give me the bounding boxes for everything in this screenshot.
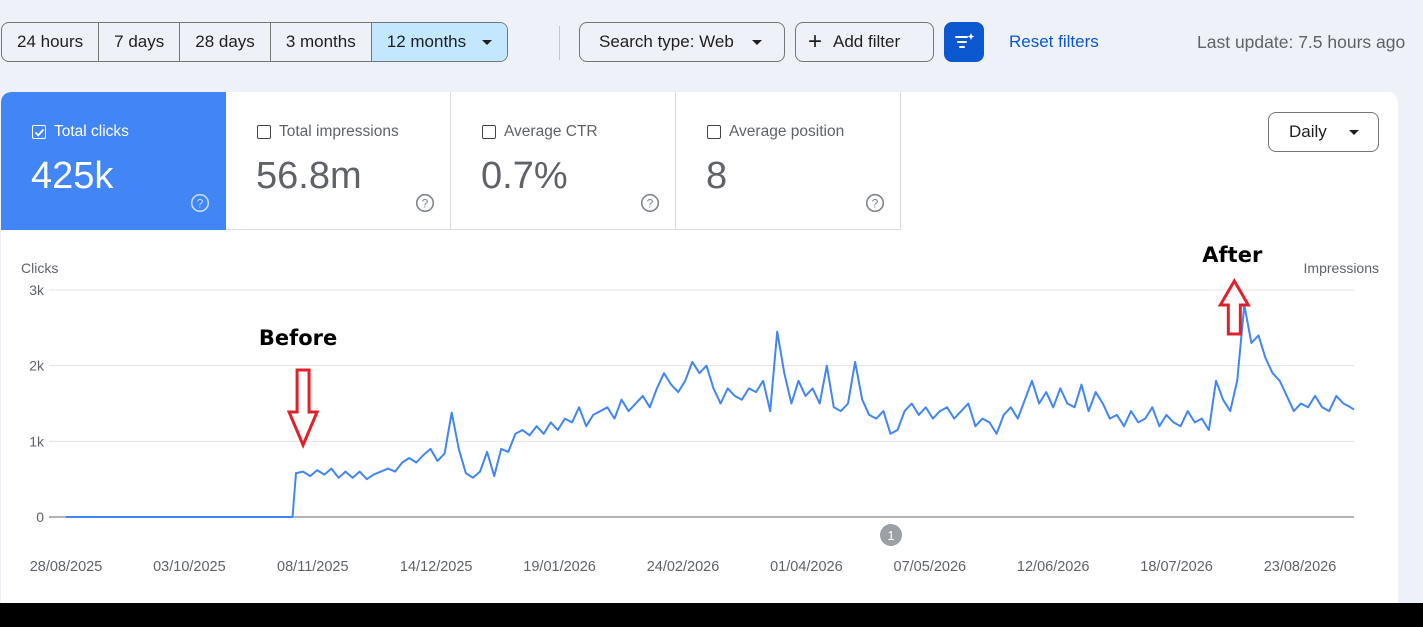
performance-card: Total clicks 425k ? Total impressions 56…: [1, 92, 1398, 603]
caret-down-icon: [482, 39, 493, 45]
range-12-months[interactable]: 12 months: [371, 23, 508, 61]
add-filter-button[interactable]: + Add filter: [795, 22, 934, 62]
metric-label-row: Average CTR: [482, 123, 598, 141]
filter-toolbar: 24 hours 7 days 28 days 3 months 12 mont…: [0, 22, 1423, 62]
date-range-selector: 24 hours 7 days 28 days 3 months 12 mont…: [1, 22, 509, 62]
svg-text:?: ?: [422, 197, 429, 211]
y-tick-label: 2k: [29, 358, 45, 374]
metric-value: 0.7%: [481, 155, 568, 197]
reset-filters-link[interactable]: Reset filters: [1009, 32, 1099, 51]
svg-text:?: ?: [647, 197, 654, 211]
last-update-text: Last update: 7.5 hours ago: [1197, 32, 1406, 52]
help-icon[interactable]: ?: [415, 193, 435, 213]
range-7-days[interactable]: 7 days: [99, 23, 181, 61]
filter-settings-button[interactable]: [944, 22, 984, 62]
up-arrow-icon: [1217, 278, 1251, 336]
metric-value: 8: [706, 155, 728, 197]
svg-text:?: ?: [197, 197, 204, 211]
x-tick-label: 08/11/2025: [277, 559, 349, 575]
add-filter-label: Add filter: [833, 32, 901, 51]
x-tick-label: 24/02/2026: [647, 559, 720, 575]
metric-label: Average position: [729, 123, 845, 140]
x-tick-label: 07/05/2026: [894, 559, 967, 575]
plus-icon: +: [808, 28, 823, 55]
x-tick-label: 03/10/2025: [153, 559, 226, 575]
y-tick-label: 1k: [29, 433, 45, 449]
help-icon[interactable]: ?: [190, 193, 210, 213]
metric-total-clicks[interactable]: Total clicks 425k ?: [1, 92, 226, 230]
x-tick-label: 19/01/2026: [523, 559, 596, 575]
caret-down-icon: [751, 39, 762, 45]
clicks-line-chart: Clicks Impressions 0 1k 2k 3k 28/08/2025 03/…: [21, 243, 1379, 575]
y-tick-label: 3k: [29, 282, 45, 298]
help-icon[interactable]: ?: [640, 193, 660, 213]
metric-label-row: Average position: [707, 123, 844, 141]
right-axis-label: Impressions: [1304, 260, 1379, 276]
metric-label-row: Total clicks: [32, 123, 129, 141]
x-tick-label: 18/07/2026: [1140, 559, 1213, 575]
metric-label: Total clicks: [54, 123, 129, 140]
x-tick-label: 12/06/2026: [1017, 559, 1090, 575]
search-type-label: Search type: Web: [599, 32, 734, 51]
metric-value: 56.8m: [256, 155, 362, 197]
caret-down-icon: [1348, 129, 1359, 135]
metric-label: Total impressions: [279, 123, 399, 140]
x-tick-label: 14/12/2025: [400, 559, 473, 575]
x-tick-label: 28/08/2025: [30, 559, 103, 575]
granularity-dropdown[interactable]: Daily: [1268, 112, 1379, 152]
checkbox-icon[interactable]: [707, 125, 721, 139]
range-label: 24 hours: [17, 32, 84, 51]
checkbox-icon[interactable]: [482, 125, 496, 139]
checkbox-icon[interactable]: [257, 125, 271, 139]
range-3-months[interactable]: 3 months: [271, 23, 372, 61]
svg-text:?: ?: [872, 197, 879, 211]
toolbar-divider: [559, 26, 560, 60]
metric-average-position[interactable]: Average position 8 ?: [676, 92, 901, 230]
range-label: 28 days: [195, 32, 255, 51]
filter-sparkle-icon: [955, 33, 975, 48]
search-type-dropdown[interactable]: Search type: Web: [579, 22, 785, 62]
range-24-hours[interactable]: 24 hours: [2, 23, 100, 61]
metric-label-row: Total impressions: [257, 123, 399, 141]
search-console-performance: 24 hours 7 days 28 days 3 months 12 mont…: [0, 0, 1423, 603]
x-tick-label: 23/08/2026: [1264, 559, 1337, 575]
clicks-series-line: [66, 304, 1355, 518]
metric-value: 425k: [31, 155, 114, 197]
down-arrow-icon: [286, 368, 320, 449]
granularity-label: Daily: [1289, 122, 1327, 141]
left-axis-label: Clicks: [21, 260, 58, 276]
range-label: 12 months: [386, 32, 467, 51]
range-label: 3 months: [285, 32, 356, 51]
metric-label: Average CTR: [504, 123, 598, 140]
metric-total-impressions[interactable]: Total impressions 56.8m ?: [226, 92, 451, 230]
annotation-label: Before: [259, 326, 337, 350]
y-tick-label: 0: [36, 509, 44, 525]
help-icon[interactable]: ?: [865, 193, 885, 213]
annotation-marker-icon: [880, 524, 902, 546]
annotation-label: After: [1202, 243, 1263, 267]
range-28-days[interactable]: 28 days: [180, 23, 271, 61]
range-label: 7 days: [114, 32, 165, 51]
annotation-marker-label: 1: [887, 528, 894, 543]
x-tick-label: 01/04/2026: [770, 559, 843, 575]
checkbox-checked-icon[interactable]: [32, 125, 46, 139]
metric-average-ctr[interactable]: Average CTR 0.7% ?: [451, 92, 676, 230]
